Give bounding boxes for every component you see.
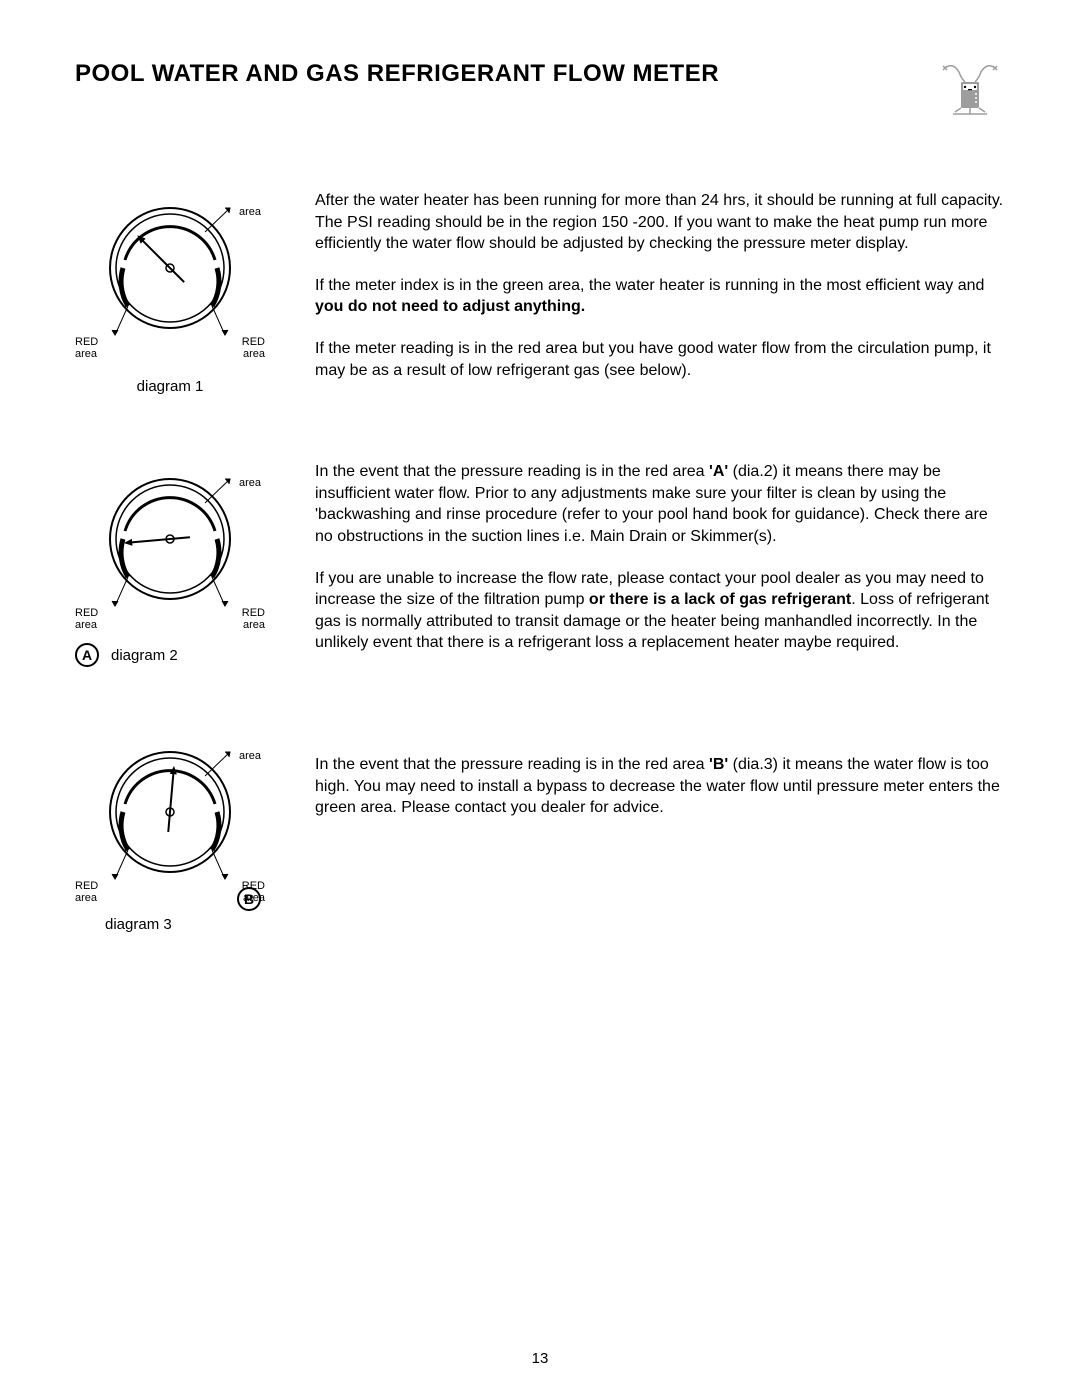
- section-2-para-1: In the event that the pressure reading i…: [315, 461, 1005, 547]
- gauge-2-red-right-top: RED: [242, 607, 265, 619]
- gauge-3-icon: [85, 734, 255, 884]
- page-root: POOL WATER AND GAS REFRIGERANT FLOW METE…: [0, 0, 1080, 1397]
- gauge-2-red-labels: REDarea REDarea: [75, 607, 265, 631]
- section-3-para-1: In the event that the pressure reading i…: [315, 754, 1005, 819]
- gauge-1-red-left-bottom: area: [75, 348, 97, 360]
- s3p1-pre: In the event that the pressure reading i…: [315, 756, 709, 773]
- page-header: POOL WATER AND GAS REFRIGERANT FLOW METE…: [75, 60, 1005, 120]
- gauge-1-red-labels: REDarea REDarea: [75, 336, 265, 360]
- s1p3-pre: If the meter reading is in the red area …: [315, 340, 991, 379]
- gauge-1-red-right-bottom: area: [243, 348, 265, 360]
- diagram-2-caption: diagram 2: [111, 647, 178, 664]
- s2p1-bold: 'A': [709, 463, 728, 480]
- section-1-para-3: If the meter reading is in the red area …: [315, 338, 1005, 381]
- diagram-3-caption: diagram 3: [105, 916, 172, 933]
- gauge-2-red-left-top: RED: [75, 607, 98, 619]
- gauge-1-top-label: area: [239, 206, 261, 218]
- gauge-2-column: area: [75, 461, 265, 667]
- section-2-para-2: If you are unable to increase the flow r…: [315, 568, 1005, 654]
- gauge-3-top-label: area: [239, 750, 261, 762]
- page-title: POOL WATER AND GAS REFRIGERANT FLOW METE…: [75, 60, 719, 88]
- diagram-2-caption-row: A diagram 2: [75, 643, 265, 667]
- gauge-1-red-right-top: RED: [242, 336, 265, 348]
- gauge-2-top-label: area: [239, 477, 261, 489]
- section-2-text: In the event that the pressure reading i…: [315, 461, 1005, 674]
- diagram-2-letter-badge: A: [75, 643, 99, 667]
- diagram-3-caption-row: diagram 3 B: [75, 916, 265, 933]
- section-1: area: [75, 190, 1005, 401]
- section-1-para-2: If the meter index is in the green area,…: [315, 275, 1005, 318]
- gauge-1-red-left-top: RED: [75, 336, 98, 348]
- page-number: 13: [0, 1350, 1080, 1367]
- s2p1-pre: In the event that the pressure reading i…: [315, 463, 709, 480]
- gauge-1-icon: [85, 190, 255, 340]
- section-1-para-1: After the water heater has been running …: [315, 190, 1005, 255]
- gauge-2-red-left-bottom: area: [75, 619, 97, 631]
- section-3: area: [75, 734, 1005, 933]
- diagram-1-caption: diagram 1: [137, 378, 204, 395]
- mascot-icon: [935, 60, 1005, 120]
- gauge-2-red-right-bottom: area: [243, 619, 265, 631]
- s1p1-pre: After the water heater has been running …: [315, 192, 1003, 252]
- gauge-1-column: area: [75, 190, 265, 395]
- section-3-text: In the event that the pressure reading i…: [315, 734, 1005, 839]
- diagram-3-letter-badge: B: [237, 887, 261, 911]
- s1p2-bold: you do not need to adjust anything.: [315, 298, 585, 315]
- gauge-3-red-left-top: RED: [75, 880, 98, 892]
- gauge-2-icon: [85, 461, 255, 611]
- s1p2-pre: If the meter index is in the green area,…: [315, 277, 984, 294]
- s3p1-bold: 'B': [709, 756, 728, 773]
- section-1-text: After the water heater has been running …: [315, 190, 1005, 401]
- section-2: area: [75, 461, 1005, 674]
- gauge-3-red-left-bottom: area: [75, 892, 97, 904]
- s2p2-bold: or there is a lack of gas refrigerant: [589, 591, 851, 608]
- gauge-3-column: area: [75, 734, 265, 933]
